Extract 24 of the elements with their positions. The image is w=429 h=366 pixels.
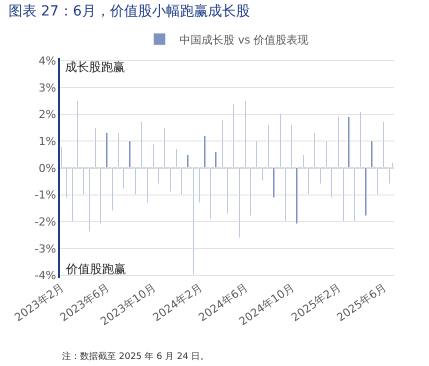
y-tick-label: -2%	[34, 216, 56, 229]
bar	[128, 140, 131, 168]
y-tick-label: 3%	[38, 81, 56, 94]
bar	[272, 168, 275, 198]
annotation: 价值股跑赢	[65, 262, 126, 276]
text: 注：数据截至 2025 年 6 月 24 日。	[62, 351, 210, 362]
bar	[364, 168, 367, 216]
annotation: 成长股跑赢	[65, 60, 125, 74]
y-tick-label: -4%	[34, 269, 56, 282]
y-tick-label: -3%	[34, 242, 56, 256]
bar	[296, 168, 298, 224]
bar	[370, 140, 373, 168]
bar	[106, 132, 108, 168]
y-tick-label: -1%	[34, 188, 56, 202]
legend-label: 中国成长股 vs 价值股表现	[180, 33, 309, 46]
y-tick-label: 0%	[38, 162, 56, 175]
bar	[214, 152, 217, 168]
y-tick-label: 1%	[38, 135, 56, 148]
bar	[348, 116, 350, 168]
bar	[204, 136, 206, 168]
y-tick-label: 4%	[38, 54, 56, 68]
y-tick-label: 2%	[38, 108, 56, 122]
bar	[186, 154, 189, 168]
chart-title: 图表 27：6月，价值股小幅跑赢成长股	[8, 3, 250, 20]
